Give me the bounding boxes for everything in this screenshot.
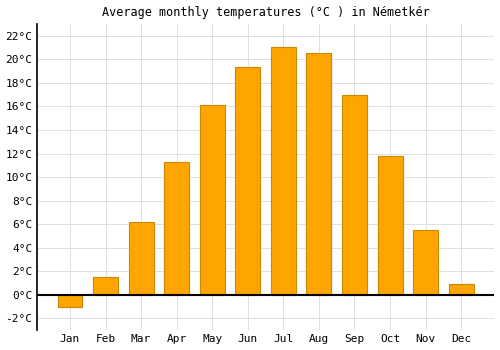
Title: Average monthly temperatures (°C ) in Németkér: Average monthly temperatures (°C ) in Né…: [102, 6, 429, 19]
Bar: [271, 48, 296, 295]
Bar: [236, 68, 260, 295]
Bar: [93, 277, 118, 295]
Bar: [200, 105, 224, 295]
Bar: [378, 156, 402, 295]
Bar: [306, 53, 332, 295]
Bar: [164, 162, 189, 295]
Bar: [413, 230, 438, 295]
Bar: [448, 284, 473, 295]
Bar: [342, 94, 367, 295]
Bar: [128, 222, 154, 295]
Bar: [58, 295, 82, 307]
